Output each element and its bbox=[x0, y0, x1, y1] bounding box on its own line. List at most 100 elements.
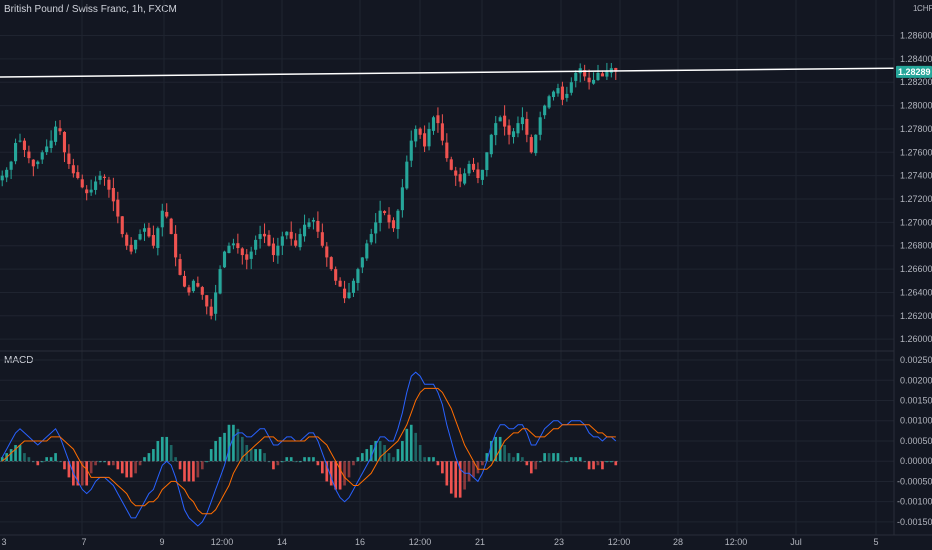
price-tick-label: 1.28600 bbox=[900, 31, 932, 41]
histogram-bar bbox=[361, 453, 364, 462]
candle-body bbox=[343, 288, 347, 299]
candle-body bbox=[151, 235, 155, 246]
candle-body bbox=[129, 244, 133, 252]
price-tick-label: 1.28000 bbox=[900, 101, 932, 111]
candle-body bbox=[200, 287, 204, 295]
candle-body bbox=[89, 189, 93, 193]
histogram-bar bbox=[54, 453, 57, 462]
price-tick-label: 1.26800 bbox=[900, 241, 932, 251]
candle-body bbox=[222, 251, 227, 268]
time-tick-label: 23 bbox=[554, 537, 564, 547]
macd-axis[interactable]: 0.00250 0.00200 0.00150 0.00100 0.00050 0.000… bbox=[897, 355, 932, 527]
histogram-bar bbox=[165, 436, 169, 462]
histogram-bar bbox=[223, 432, 226, 462]
histogram-bar bbox=[552, 453, 555, 462]
currency-label: CHF bbox=[917, 4, 932, 13]
histogram-bar bbox=[112, 461, 115, 466]
candle-body bbox=[271, 243, 275, 256]
macd-line bbox=[1, 371, 617, 527]
macd-tick-label: -0.00150 bbox=[897, 517, 932, 527]
price-axis[interactable]: 1. CHF 1.28600 1.28400 1.28200 1.28000 1.278… bbox=[900, 4, 932, 344]
histogram-bar bbox=[365, 449, 369, 462]
candle-body bbox=[489, 134, 493, 155]
histogram-bar bbox=[592, 461, 595, 470]
candle-body bbox=[374, 222, 378, 234]
histogram-bar bbox=[538, 461, 542, 463]
candle-body bbox=[311, 220, 316, 222]
price-tick-label: 1.28400 bbox=[900, 54, 932, 64]
candle-body bbox=[205, 295, 209, 307]
candle-body bbox=[360, 257, 364, 268]
histogram-bar bbox=[45, 457, 49, 462]
histogram-bar bbox=[449, 461, 453, 494]
candle-body bbox=[338, 280, 342, 287]
time-tick-label: Jul bbox=[790, 537, 802, 547]
price-tick-label: 1.27200 bbox=[900, 194, 932, 204]
histogram-bar bbox=[601, 461, 604, 470]
histogram-bar bbox=[285, 457, 289, 462]
histogram-bar bbox=[507, 453, 511, 462]
candle-body bbox=[414, 128, 418, 142]
histogram-bar bbox=[405, 428, 409, 462]
candle-body bbox=[405, 161, 409, 189]
histogram-bar bbox=[334, 461, 338, 490]
histogram-bar bbox=[516, 453, 520, 462]
candle-body bbox=[387, 214, 391, 223]
candle-body bbox=[476, 169, 480, 178]
symbol-title[interactable]: British Pound / Swiss Franc, 1h, FXCM bbox=[4, 4, 177, 15]
candle-body bbox=[449, 159, 453, 170]
last-price-value: 1.28289 bbox=[898, 67, 931, 77]
histogram-bar bbox=[218, 436, 222, 462]
candle-body bbox=[71, 165, 75, 174]
candle-body bbox=[254, 239, 258, 250]
histogram-bar bbox=[89, 461, 93, 474]
time-tick-label: 16 bbox=[355, 537, 365, 547]
candle-body bbox=[45, 146, 49, 153]
histogram-bar bbox=[432, 457, 435, 462]
price-tick-label: 1.27600 bbox=[900, 147, 932, 157]
candle-body bbox=[276, 245, 280, 256]
candle-body bbox=[187, 287, 191, 293]
candle-body bbox=[294, 240, 298, 246]
candle-body bbox=[396, 210, 400, 230]
candle-body bbox=[267, 234, 271, 246]
histogram-bar bbox=[276, 461, 280, 466]
time-axis[interactable]: 3 7 9 12:00 14 16 12:00 21 23 12:00 28 12:00 Jul 5 bbox=[1, 537, 878, 547]
macd-tick-label: 0.00150 bbox=[900, 396, 932, 406]
histogram-bar bbox=[240, 436, 244, 462]
candle-body bbox=[0, 175, 4, 181]
candle-body bbox=[102, 176, 107, 178]
candle-body bbox=[418, 128, 422, 135]
histogram-bar bbox=[561, 461, 564, 463]
histogram-bar bbox=[378, 440, 382, 462]
candle-body bbox=[560, 86, 564, 100]
histogram-bar bbox=[436, 461, 440, 466]
candle-body bbox=[14, 142, 18, 162]
candle-body bbox=[85, 189, 89, 194]
time-tick-label: 14 bbox=[277, 537, 287, 547]
candle-body bbox=[214, 292, 218, 314]
candle-body bbox=[245, 254, 249, 260]
histogram-bar bbox=[312, 457, 315, 462]
candle-body bbox=[556, 88, 560, 94]
time-tick-label: 21 bbox=[475, 537, 485, 547]
histogram-bar bbox=[369, 445, 373, 462]
candle-body bbox=[565, 93, 569, 98]
candle-body bbox=[49, 140, 53, 149]
price-tick-label: 1.28200 bbox=[900, 77, 932, 87]
histogram-bar bbox=[174, 457, 177, 462]
histogram-bar bbox=[209, 449, 213, 462]
candle-body bbox=[196, 283, 200, 287]
histogram-bar bbox=[472, 461, 475, 478]
histogram-bar bbox=[14, 445, 17, 462]
horizontal-line[interactable] bbox=[0, 67, 895, 78]
histogram-bar bbox=[160, 436, 164, 462]
candle-body bbox=[67, 153, 71, 164]
histogram-bar bbox=[316, 461, 320, 466]
histogram-bar bbox=[596, 461, 600, 466]
candle-body bbox=[231, 243, 235, 246]
last-price-tag-background bbox=[896, 65, 932, 78]
histogram-bar bbox=[249, 449, 253, 462]
time-tick-label: 12:00 bbox=[725, 537, 748, 547]
